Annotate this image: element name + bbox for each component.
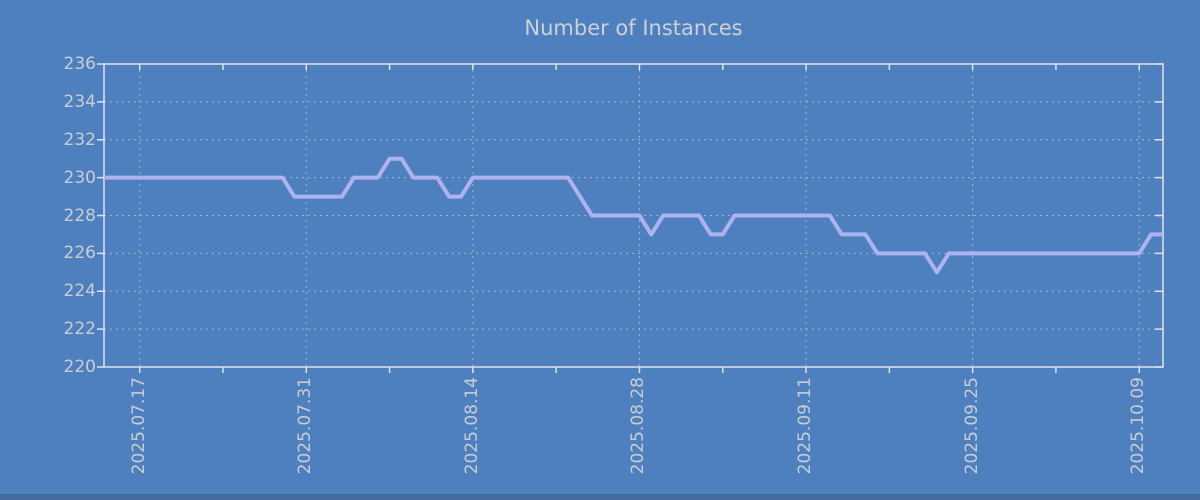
y-tick-label: 234 [63, 91, 96, 112]
chart-title: Number of Instances [524, 16, 743, 40]
y-tick-label: 230 [63, 167, 96, 188]
x-tick-label: 2025.09.25 [961, 377, 982, 475]
x-tick-label: 2025.09.11 [795, 377, 816, 475]
y-tick-label: 228 [63, 205, 96, 226]
x-tick-label: 2025.07.17 [128, 377, 149, 475]
y-tick-label: 236 [63, 54, 96, 74]
y-tick-label: 220 [63, 357, 96, 377]
y-tick-label: 224 [63, 281, 96, 302]
x-tick-label: 2025.08.28 [628, 377, 649, 475]
y-tick-label: 226 [63, 243, 96, 264]
x-tick-label: 2025.08.14 [461, 377, 482, 475]
window-bottom-edge [0, 494, 1200, 500]
y-tick-label: 232 [63, 129, 96, 150]
x-tick-label: 2025.07.31 [295, 377, 316, 475]
series-line-instances [104, 156, 1163, 275]
y-tick-label: 222 [63, 319, 96, 340]
x-tick-label: 2025.10.09 [1128, 377, 1149, 475]
